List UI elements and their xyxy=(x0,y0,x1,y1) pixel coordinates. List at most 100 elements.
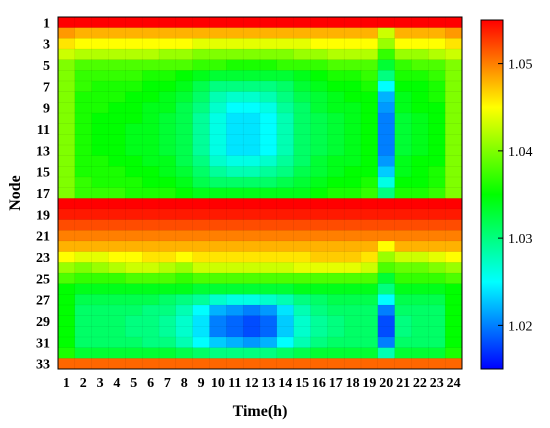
heatmap-cell xyxy=(310,123,328,135)
heatmap-cell xyxy=(276,16,295,29)
heatmap-cell xyxy=(310,304,328,317)
heatmap-cell xyxy=(444,347,463,359)
heatmap-cell xyxy=(276,347,295,359)
heatmap-cell xyxy=(276,208,295,221)
heatmap-cell xyxy=(360,294,379,306)
heatmap-cell xyxy=(125,27,143,39)
heatmap-cell xyxy=(444,91,463,103)
y-tick-label: 25 xyxy=(36,272,50,287)
heatmap-cell xyxy=(310,283,328,295)
heatmap-cell xyxy=(242,251,261,263)
heatmap-cell xyxy=(91,102,109,114)
heatmap-cell xyxy=(259,230,278,242)
heatmap-cell xyxy=(394,91,413,103)
heatmap-cell xyxy=(428,283,446,295)
heatmap-cell xyxy=(91,59,109,71)
heatmap-cell xyxy=(242,347,261,359)
heatmap-cell xyxy=(141,80,160,93)
heatmap-cell xyxy=(444,16,463,29)
heatmap-cell xyxy=(141,166,160,178)
heatmap-cell xyxy=(428,198,446,210)
heatmap-cell xyxy=(209,187,227,199)
x-tick-label: 19 xyxy=(362,376,376,391)
heatmap-cell xyxy=(259,272,278,285)
heatmap-cell xyxy=(209,304,227,317)
heatmap-cell xyxy=(242,304,261,317)
heatmap-cell xyxy=(108,251,126,263)
heatmap-cell xyxy=(141,358,160,370)
heatmap-cell xyxy=(74,262,93,274)
heatmap-cell xyxy=(377,283,396,295)
heatmap-cell xyxy=(259,198,278,210)
heatmap-cell xyxy=(125,91,143,103)
heatmap-cell xyxy=(74,27,93,39)
heatmap-cell xyxy=(377,112,396,125)
heatmap-cell xyxy=(428,262,446,274)
heatmap-cell xyxy=(428,187,446,199)
heatmap-cell xyxy=(242,112,261,125)
heatmap-cell xyxy=(226,315,244,327)
heatmap-cell xyxy=(276,27,295,39)
heatmap-cell xyxy=(226,70,244,82)
heatmap-cell xyxy=(209,251,227,263)
heatmap-cell xyxy=(125,59,143,71)
heatmap-cell xyxy=(91,91,109,103)
heatmap-cell xyxy=(141,187,160,199)
x-tick-label: 22 xyxy=(413,376,427,391)
y-tick-label: 33 xyxy=(36,358,50,373)
heatmap-cell xyxy=(293,347,312,359)
heatmap-cell xyxy=(125,358,143,370)
heatmap-cell xyxy=(394,358,413,370)
heatmap-cell xyxy=(158,315,177,327)
heatmap-cell xyxy=(158,80,177,93)
heatmap-cell xyxy=(444,262,463,274)
colorbar-tick-label: 1.03 xyxy=(508,232,533,247)
heatmap-cell xyxy=(411,144,429,157)
heatmap-cell xyxy=(411,176,429,189)
heatmap-cell xyxy=(108,102,126,114)
heatmap-cell xyxy=(158,272,177,285)
heatmap-cell xyxy=(175,123,194,135)
heatmap-cell xyxy=(444,48,463,61)
heatmap-cell xyxy=(276,166,295,178)
heatmap-cell xyxy=(91,347,109,359)
heatmap-cell xyxy=(276,155,295,167)
heatmap-cell xyxy=(259,27,278,39)
heatmap-cell xyxy=(394,219,413,231)
heatmap-cell xyxy=(57,240,76,253)
heatmap-cell xyxy=(209,347,227,359)
heatmap-cell xyxy=(158,208,177,221)
heatmap-cell xyxy=(276,230,295,242)
heatmap-cell xyxy=(259,48,278,61)
heatmap-cell xyxy=(360,283,379,295)
heatmap-cell xyxy=(175,272,194,285)
heatmap-cell xyxy=(394,336,413,349)
heatmap-cell xyxy=(276,59,295,71)
heatmap-cell xyxy=(108,70,126,82)
heatmap-cell xyxy=(209,358,227,370)
heatmap-cell xyxy=(343,91,362,103)
heatmap-cell xyxy=(108,155,126,167)
heatmap-cell xyxy=(74,326,93,338)
heatmap-cell xyxy=(259,262,278,274)
heatmap-cell xyxy=(57,347,76,359)
heatmap-cell xyxy=(226,134,244,146)
heatmap-cell xyxy=(310,91,328,103)
heatmap-cell xyxy=(444,176,463,189)
heatmap-cell xyxy=(411,208,429,221)
heatmap-cell xyxy=(192,48,210,61)
heatmap-cell xyxy=(108,208,126,221)
heatmap-cell xyxy=(57,70,76,82)
heatmap-cell xyxy=(242,27,261,39)
heatmap-cell xyxy=(57,176,76,189)
heatmap-cell xyxy=(226,251,244,263)
heatmap-cell xyxy=(91,123,109,135)
heatmap-cell xyxy=(158,198,177,210)
heatmap-cell xyxy=(192,112,210,125)
heatmap-cell xyxy=(175,27,194,39)
heatmap-cell xyxy=(327,102,345,114)
heatmap-cell xyxy=(327,112,345,125)
heatmap-cell xyxy=(226,59,244,71)
heatmap-cell xyxy=(377,326,396,338)
heatmap-cell xyxy=(192,102,210,114)
